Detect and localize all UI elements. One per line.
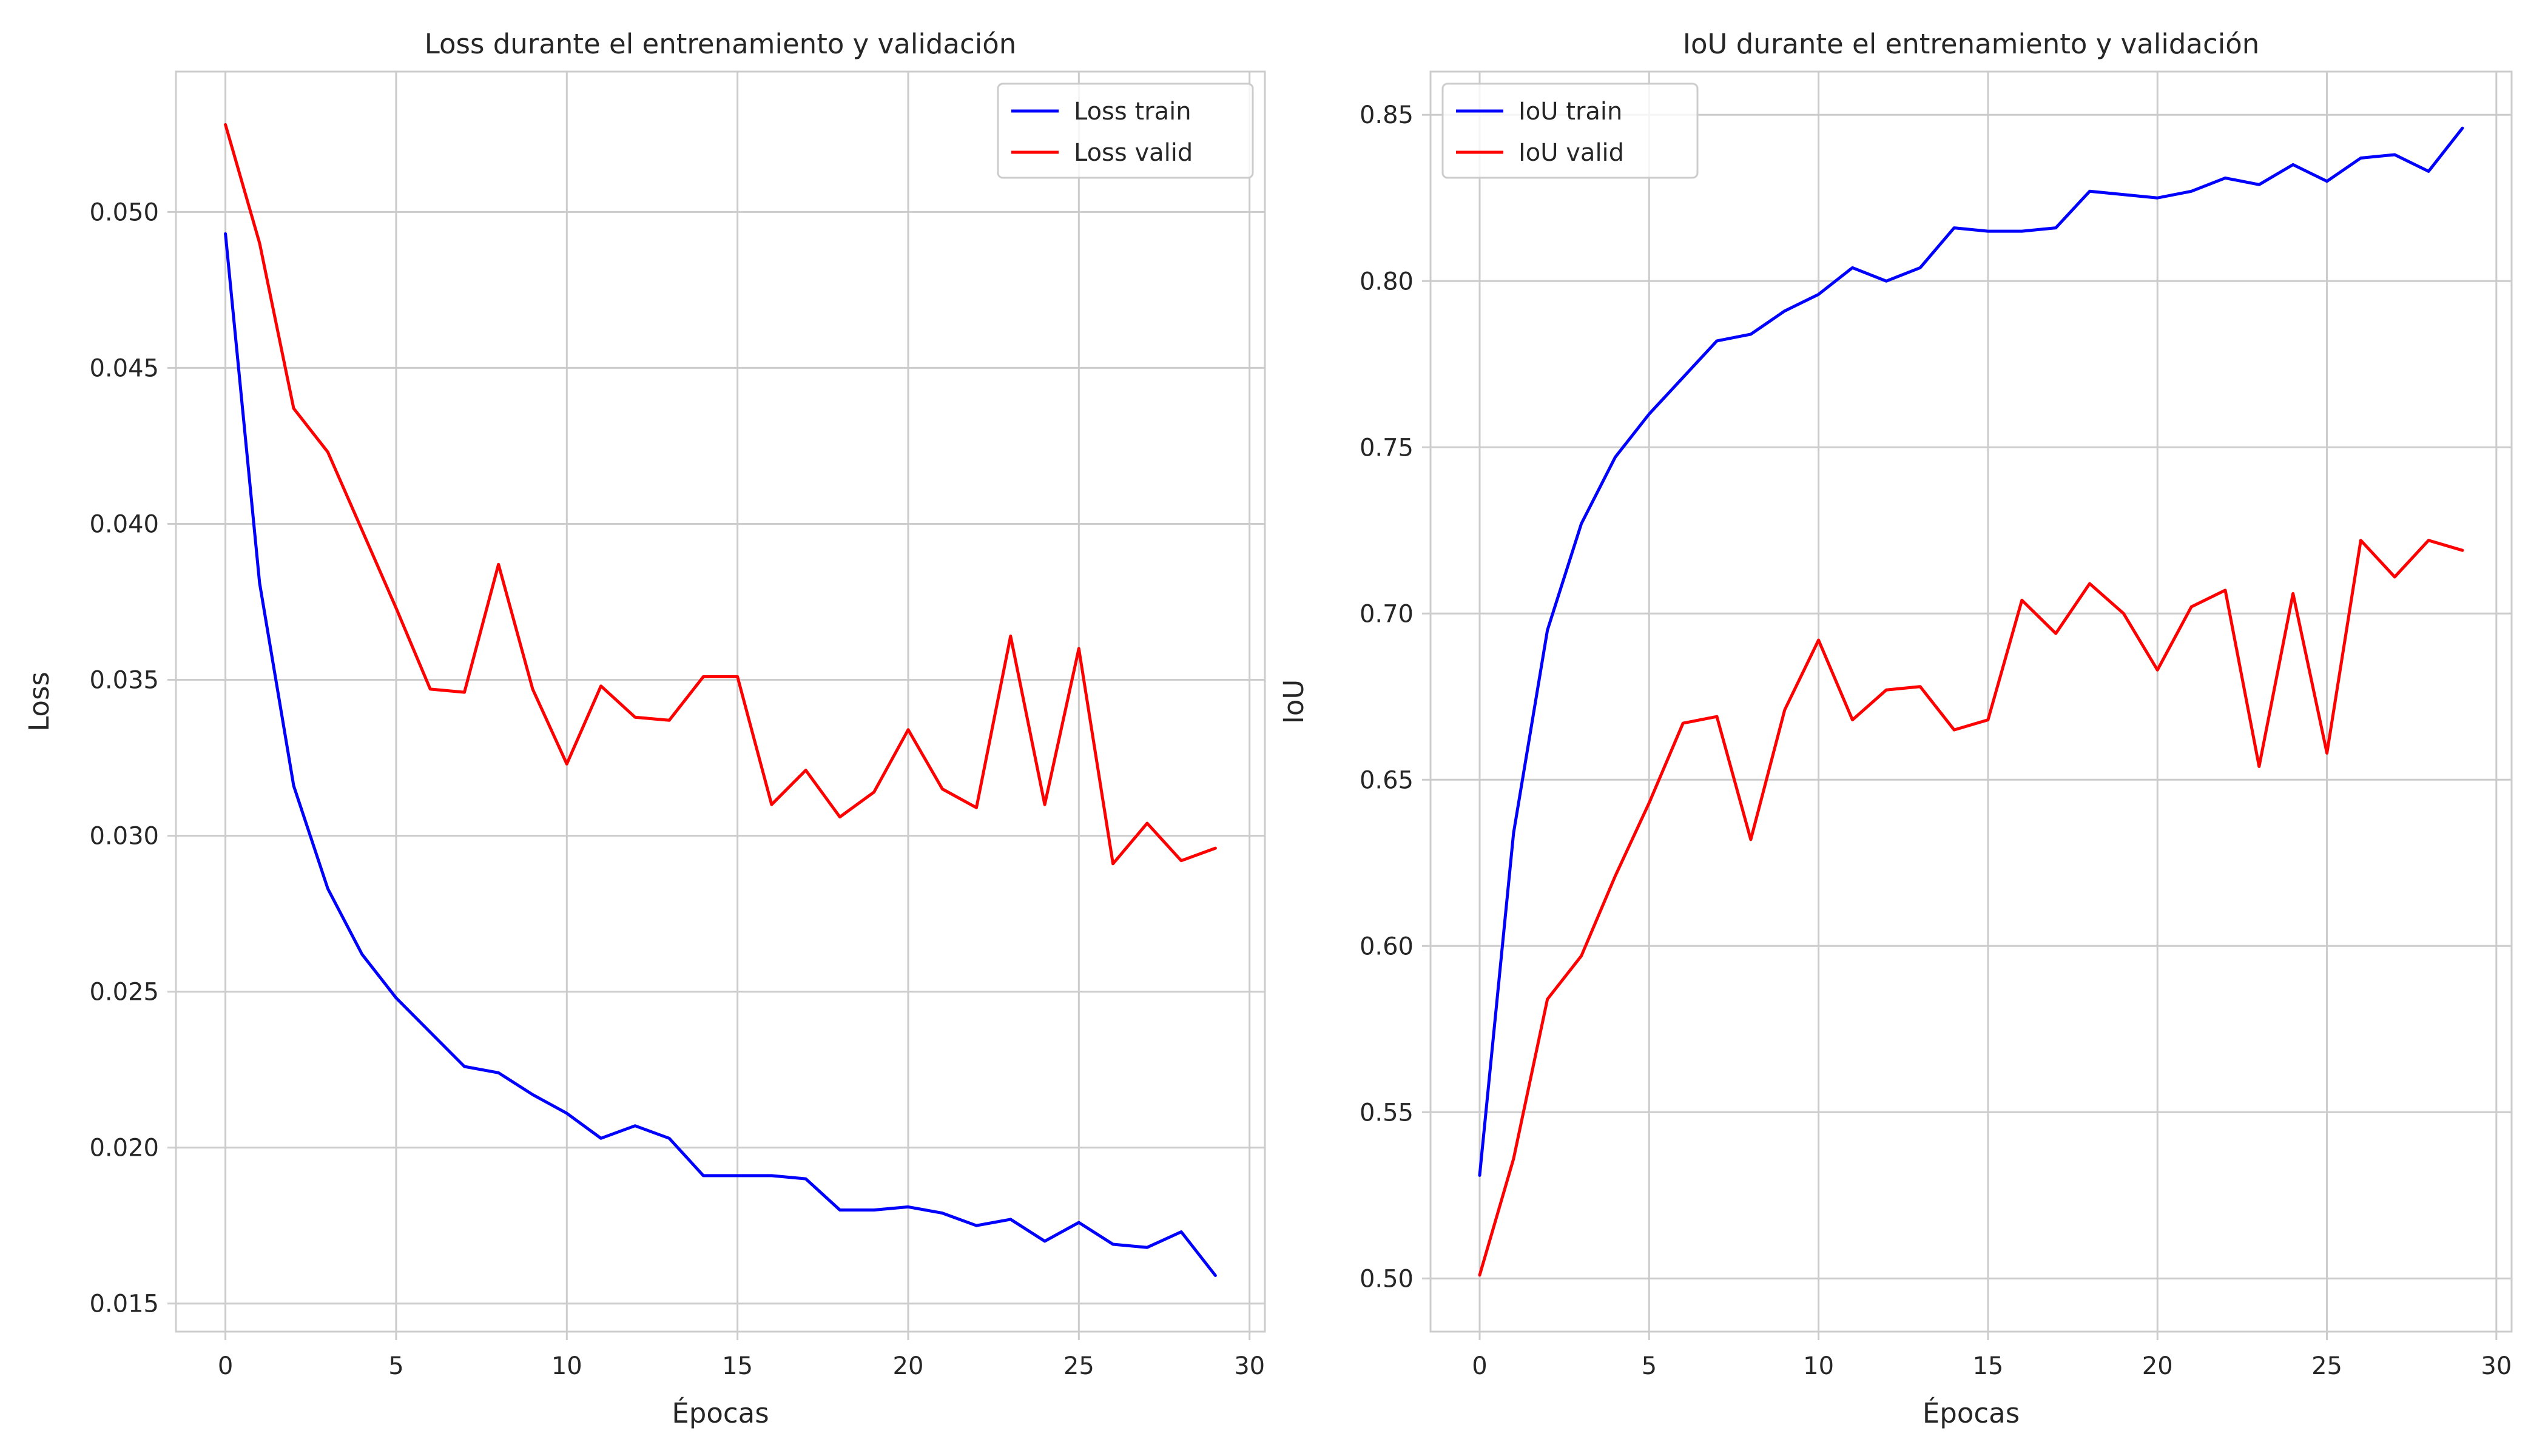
loss-chart-panel: Loss durante el entrenamiento y validaci… [23, 28, 1266, 1429]
iou-grid [1431, 72, 2512, 1332]
iou-y-tick-label: 0.70 [1360, 600, 1414, 628]
iou-x-tick-label: 30 [2481, 1352, 2512, 1380]
iou-chart-x-axis-label: Épocas [1923, 1397, 2020, 1429]
iou-x-tick-label: 25 [2311, 1352, 2342, 1380]
iou-x-tick-label: 15 [1972, 1352, 2003, 1380]
loss-y-tick-label: 0.040 [89, 510, 159, 538]
loss-chart-y-axis-label: Loss [23, 672, 55, 732]
iou-y-tick-label: 0.60 [1360, 932, 1414, 960]
loss-x-tick-label: 15 [722, 1352, 753, 1380]
iou-x-tick-label: 0 [1472, 1352, 1487, 1380]
loss-valid-line [224, 123, 1217, 866]
iou-legend: IoU train IoU valid [1441, 83, 1699, 179]
iou-y-tick-label: 0.65 [1360, 766, 1414, 794]
iou-train-line [1478, 126, 2464, 1177]
loss-train-line [224, 232, 1217, 1277]
iou-y-tick-label: 0.50 [1360, 1265, 1414, 1293]
loss-chart-title: Loss durante el entrenamiento y validaci… [425, 28, 1017, 60]
loss-legend-box [997, 83, 1254, 179]
iou-plot-frame [1429, 70, 2513, 1333]
loss-y-tick-label: 0.025 [89, 979, 159, 1006]
loss-y-tick-label: 0.045 [89, 354, 159, 382]
loss-x-tick-label: 0 [218, 1352, 233, 1380]
iou-y-tick-label: 0.80 [1360, 268, 1414, 295]
loss-valid-legend-label: Loss valid [1074, 139, 1193, 167]
iou-chart-panel: IoU durante el entrenamiento y validació… [1278, 28, 2513, 1429]
iou-train-legend-label: IoU train [1518, 98, 1622, 126]
iou-chart-y-axis-label: IoU [1278, 679, 1310, 724]
loss-chart-x-axis-label: Épocas [672, 1397, 769, 1429]
loss-x-tick-label: 10 [551, 1352, 582, 1380]
iou-x-tick-label: 10 [1803, 1352, 1834, 1380]
loss-grid [176, 72, 1265, 1332]
iou-valid-line [1478, 539, 2464, 1277]
iou-legend-box [1441, 83, 1699, 179]
loss-x-tick-label: 30 [1234, 1352, 1265, 1380]
loss-y-tick-label: 0.020 [89, 1134, 159, 1162]
loss-x-tick-label: 20 [893, 1352, 924, 1380]
loss-y-tick-label: 0.015 [89, 1290, 159, 1318]
loss-train-legend-label: Loss train [1074, 98, 1191, 126]
loss-plot-frame [175, 70, 1266, 1333]
iou-y-tick-label: 0.55 [1360, 1099, 1414, 1127]
iou-valid-legend-label: IoU valid [1518, 139, 1624, 167]
loss-y-tick-label: 0.050 [89, 198, 159, 226]
loss-x-tick-label: 5 [388, 1352, 403, 1380]
iou-y-tick-label: 0.75 [1360, 434, 1414, 462]
iou-y-tick-label: 0.85 [1360, 101, 1414, 129]
loss-legend: Loss train Loss valid [997, 83, 1254, 179]
loss-y-tick-label: 0.030 [89, 823, 159, 851]
loss-y-tick-label: 0.035 [89, 667, 159, 695]
iou-x-tick-label: 5 [1642, 1352, 1657, 1380]
iou-x-tick-label: 20 [2142, 1352, 2173, 1380]
loss-x-tick-label: 25 [1063, 1352, 1094, 1380]
iou-chart-title: IoU durante el entrenamiento y validació… [1683, 28, 2260, 60]
